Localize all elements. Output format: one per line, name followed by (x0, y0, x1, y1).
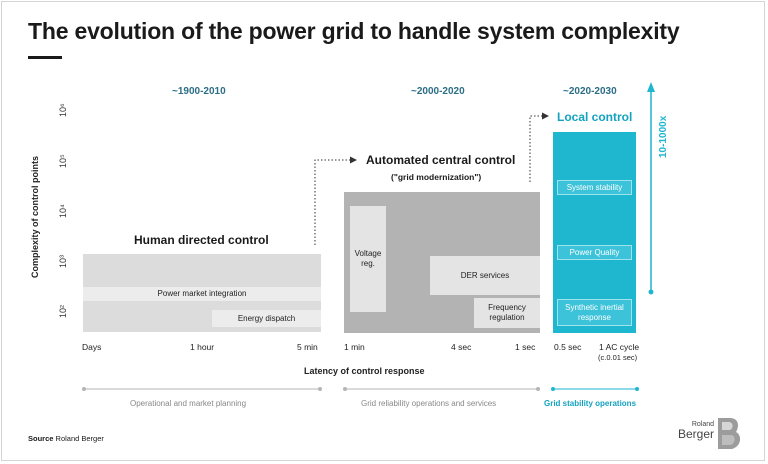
era-label-3: ~2020-2030 (563, 86, 617, 97)
stage-label-local: Local control (557, 110, 633, 124)
page-title: The evolution of the power grid to handl… (28, 18, 680, 44)
stage-label-human: Human directed control (134, 233, 269, 247)
band-power-market (83, 287, 321, 301)
x-tick: Days (82, 342, 102, 352)
box-label: DER services (460, 270, 510, 280)
box-label: Synthetic inertial response (565, 302, 624, 322)
source-label: Source (28, 434, 54, 443)
scale-label: 10-1000x (658, 115, 669, 158)
category-label: Grid reliability operations and services (361, 399, 497, 408)
x-tick: 1 AC cycle (599, 342, 640, 352)
band-energy-dispatch (212, 310, 321, 327)
stage-label-automated: Automated central control (366, 153, 516, 167)
box-synthetic-inertial-response (557, 299, 632, 326)
box-label: System stability (566, 182, 623, 192)
scale-arrow-head (647, 82, 655, 92)
x-tick: 0.5 sec (554, 342, 582, 352)
box-der-services (430, 256, 540, 295)
logo-line2: Berger (677, 427, 714, 441)
box-voltage-reg (350, 206, 386, 312)
box-label: Voltage reg. (354, 249, 382, 268)
band-label: Energy dispatch (237, 313, 296, 323)
stage-sublabel-automated: ("grid modernization") (391, 172, 482, 182)
x-tick: 1 hour (190, 342, 215, 352)
x-tick-note: (c.0.01 sec) (598, 353, 638, 362)
arrow-head (542, 112, 549, 120)
box-power-quality (557, 245, 632, 260)
box-label: Power Quality (569, 247, 620, 257)
source-note: Source Roland Berger (28, 434, 104, 443)
category-label-highlight: Grid stability operations (544, 399, 637, 408)
logo-line1: Roland (691, 421, 714, 428)
dotted-arrow-human-to-automated (314, 159, 352, 245)
category-label: Operational and market planning (130, 399, 247, 408)
roland-berger-logo: Roland Berger (666, 421, 714, 441)
box-frequency-regulation (474, 298, 540, 328)
box-label: Frequency regulation (488, 303, 526, 322)
x-tick: 1 sec (515, 342, 536, 352)
title-underline (28, 56, 62, 59)
logo-mark-icon (718, 418, 741, 449)
scale-arrow-base (648, 289, 654, 295)
dotted-arrow-automated-to-local (529, 115, 544, 182)
band-label: Power market integration (157, 289, 247, 298)
x-tick: 5 min (297, 342, 318, 352)
arrow-head (350, 156, 357, 164)
source-value: Roland Berger (55, 434, 104, 443)
x-axis-title: Latency of control response (304, 366, 425, 376)
era-label-2: ~2000-2020 (411, 86, 465, 97)
x-tick: 1 min (344, 342, 365, 352)
era-label-1: ~1900-2010 (172, 86, 226, 97)
box-system-stability (557, 180, 632, 195)
x-tick: 4 sec (451, 342, 472, 352)
